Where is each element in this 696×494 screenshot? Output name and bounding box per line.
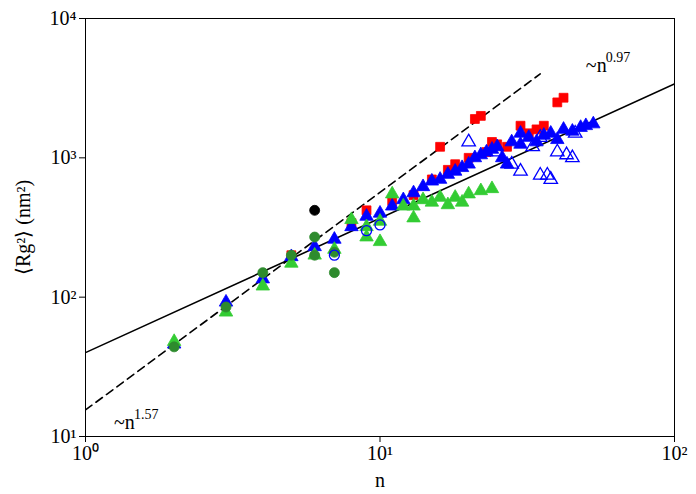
svg-text:10¹: 10¹ xyxy=(50,424,77,447)
svg-text:10²: 10² xyxy=(51,286,77,308)
svg-text:⟨Rg²⟩ (nm²): ⟨Rg²⟩ (nm²) xyxy=(12,180,35,275)
svg-text:10³: 10³ xyxy=(51,146,77,168)
svg-text:10⁰: 10⁰ xyxy=(72,442,99,464)
svg-text:10⁴: 10⁴ xyxy=(50,7,77,29)
svg-text:10¹: 10¹ xyxy=(367,442,393,464)
svg-text:~n: ~n xyxy=(114,411,135,433)
svg-text:1.57: 1.57 xyxy=(134,407,159,422)
svg-text:0.97: 0.97 xyxy=(606,50,631,65)
svg-text:10²: 10² xyxy=(662,442,688,464)
svg-text:n: n xyxy=(375,469,385,491)
svg-text:~n: ~n xyxy=(586,54,607,76)
